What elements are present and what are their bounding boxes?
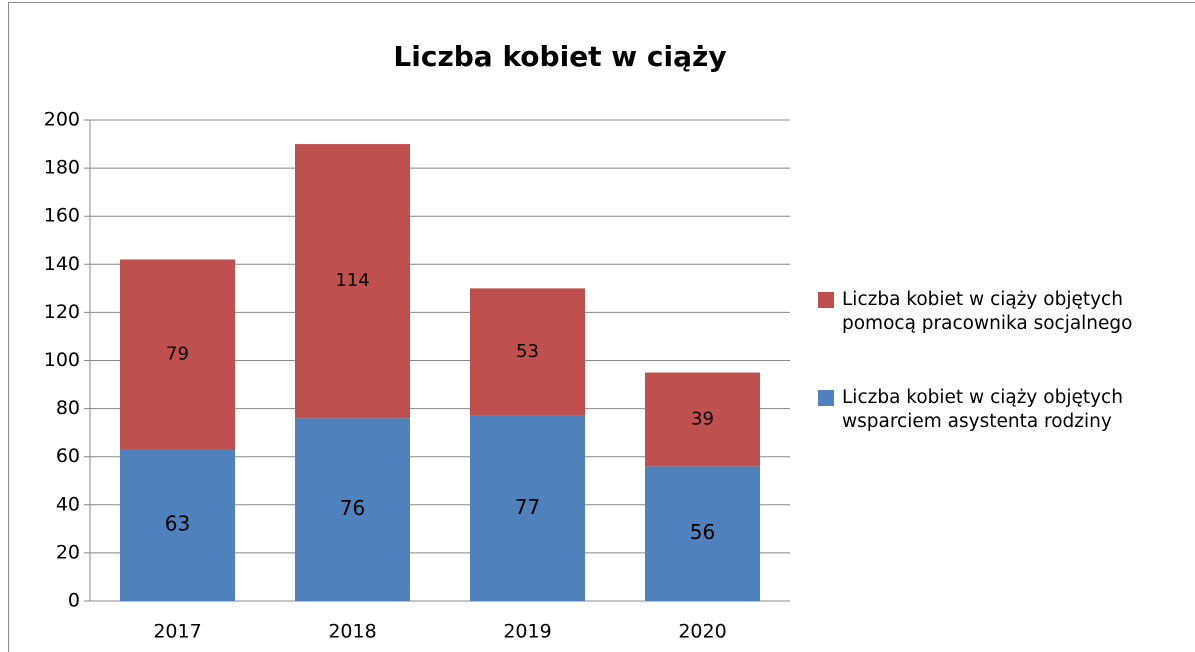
data-label: 79 — [166, 343, 189, 364]
y-tick-label: 200 — [44, 109, 80, 131]
y-tick-label: 120 — [44, 301, 80, 323]
y-tick-label: 140 — [44, 253, 80, 275]
bar-segment — [295, 144, 410, 419]
chart-title: Liczba kobiet w ciąży — [393, 40, 726, 73]
y-tick-label: 60 — [56, 445, 80, 467]
x-tick-label: 2018 — [328, 621, 376, 643]
bar-segment — [645, 466, 760, 601]
x-tick-label: 2019 — [503, 621, 551, 643]
y-tick-label: 20 — [56, 541, 80, 563]
y-tick-label: 180 — [44, 157, 80, 179]
bar-segment — [645, 372, 760, 467]
bar-segment — [470, 415, 585, 601]
data-label: 39 — [691, 408, 714, 429]
x-tick-label: 2017 — [153, 621, 201, 643]
y-tick-label: 100 — [44, 349, 80, 371]
x-tick-label: 2020 — [678, 621, 726, 643]
bar-segment — [120, 259, 235, 450]
data-label: 56 — [690, 520, 715, 544]
data-label: 63 — [165, 512, 190, 536]
y-tick-label: 0 — [68, 590, 80, 612]
data-label: 77 — [515, 495, 540, 519]
chart-border — [8, 2, 1195, 652]
legend-swatch — [818, 390, 834, 406]
data-label: 114 — [335, 270, 369, 291]
bar-segment — [470, 288, 585, 416]
data-label: 76 — [340, 496, 365, 520]
legend-label: Liczba kobiet w ciąży objętych wsparciem… — [842, 387, 1123, 432]
legend-label: Liczba kobiet w ciąży objętych pomocą pr… — [842, 289, 1133, 334]
y-tick-label: 40 — [56, 493, 80, 515]
bar-segment — [295, 418, 410, 601]
bar-segment — [120, 449, 235, 601]
data-label: 53 — [516, 341, 539, 362]
y-tick-label: 160 — [44, 205, 80, 227]
legend-swatch — [818, 292, 834, 308]
y-tick-label: 80 — [56, 397, 80, 419]
